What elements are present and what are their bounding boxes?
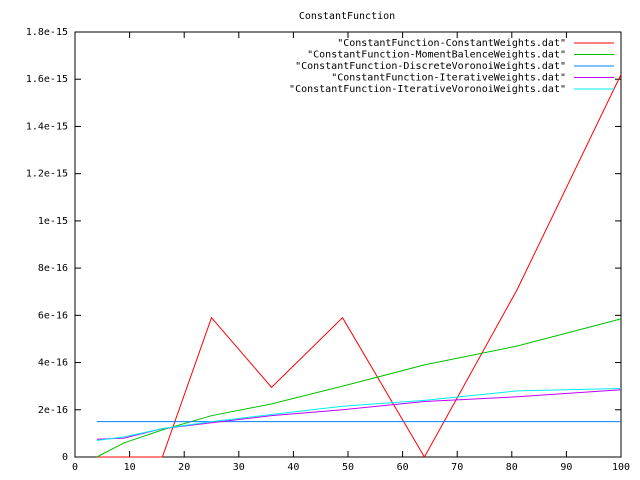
- y-tick-label: 1.4e-15: [26, 121, 68, 132]
- y-tick-label: 8e-16: [38, 263, 68, 274]
- legend-label: "ConstantFunction-IterativeWeights.dat": [331, 73, 566, 84]
- x-tick-label: 60: [397, 462, 409, 473]
- series-line: [96, 388, 622, 441]
- y-tick-label: 6e-16: [38, 310, 68, 321]
- y-tick-label: 1.6e-15: [26, 74, 68, 85]
- legend-label: "ConstantFunction-IterativeVoronoiWeight…: [289, 84, 566, 95]
- x-tick-label: 100: [612, 462, 630, 473]
- y-tick-label: 1.8e-15: [26, 27, 68, 38]
- y-tick-label: 1e-15: [38, 216, 68, 227]
- x-tick-label: 10: [124, 462, 136, 473]
- x-tick-label: 80: [506, 462, 518, 473]
- y-tick-label: 0: [62, 452, 68, 463]
- legend-label: "ConstantFunction-DiscreteVoronoiWeights…: [295, 61, 566, 72]
- x-tick-label: 20: [178, 462, 190, 473]
- legend-label: "ConstantFunction-MomentBalenceWeights.d…: [307, 50, 566, 61]
- x-tick-label: 50: [342, 462, 354, 473]
- chart-title: ConstantFunction: [299, 11, 395, 22]
- legend-label: "ConstantFunction-ConstantWeights.dat": [337, 38, 566, 49]
- x-tick-label: 0: [72, 462, 78, 473]
- x-tick-label: 70: [451, 462, 463, 473]
- y-tick-label: 1.2e-15: [26, 169, 68, 180]
- y-tick-label: 4e-16: [38, 358, 68, 369]
- x-tick-label: 30: [233, 462, 245, 473]
- y-tick-label: 2e-16: [38, 405, 68, 416]
- series-line: [96, 318, 622, 458]
- x-tick-label: 90: [560, 462, 572, 473]
- series-line: [96, 389, 622, 440]
- x-tick-label: 40: [287, 462, 299, 473]
- series-line: [96, 74, 622, 459]
